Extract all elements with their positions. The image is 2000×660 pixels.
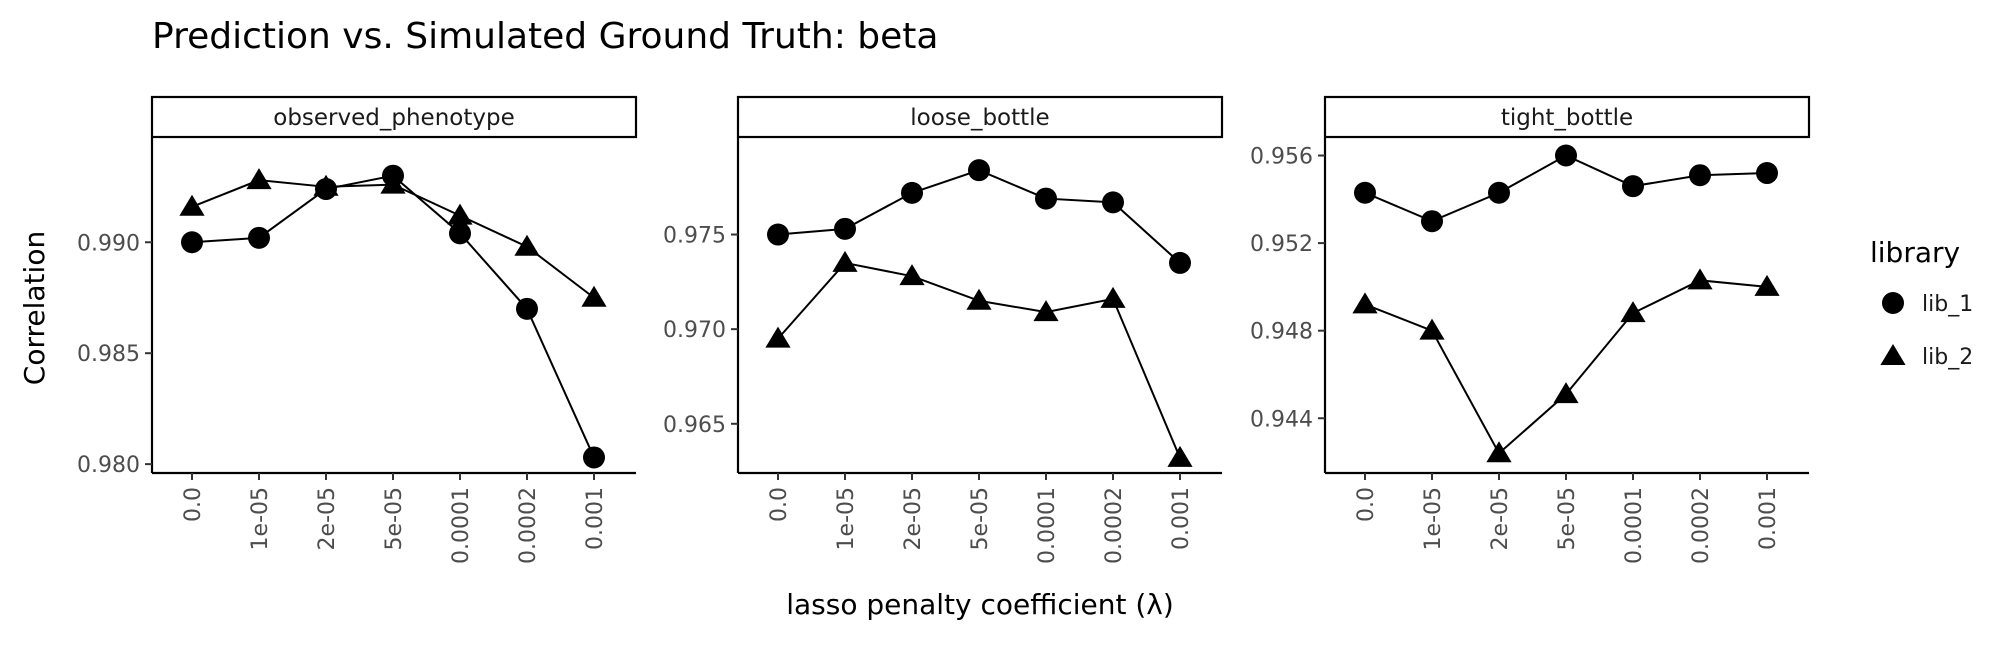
data-point-lib_2 (447, 203, 473, 225)
data-point-lib_1 (449, 222, 471, 245)
data-point-lib_1 (834, 217, 856, 240)
x-tick-label: 0.0002 (1102, 487, 1127, 564)
y-tick-label: 0.956 (1250, 145, 1313, 170)
data-point-lib_2 (1100, 286, 1126, 308)
legend-label-lib_1: lib_1 (1922, 292, 1973, 317)
data-point-lib_2 (1553, 382, 1579, 404)
legend-items: lib_1 lib_2 (1880, 292, 1973, 370)
facet-strip-label: loose_bottle (910, 105, 1049, 131)
x-tick-label: 0.0001 (1622, 487, 1647, 564)
data-point-lib_1 (1354, 181, 1376, 204)
y-tick-label: 0.990 (77, 231, 140, 256)
x-tick-label: 0.0001 (1035, 487, 1060, 564)
data-point-lib_2 (313, 174, 339, 196)
y-tick-label: 0.944 (1250, 407, 1313, 432)
facet-strip (1323, 95, 1811, 139)
data-point-lib_1 (1421, 210, 1443, 233)
data-point-lib_1 (1756, 162, 1778, 185)
data-point-lib_1 (1488, 181, 1510, 204)
x-tick-label: 2e-05 (1488, 487, 1513, 550)
y-tick-label: 0.970 (663, 318, 726, 343)
data-point-lib_1 (1689, 164, 1711, 187)
data-point-lib_2 (1167, 445, 1193, 467)
legend-title: library (1870, 236, 1960, 269)
facet-panels: observed_phenotype 0.980 0.985 0.990 0.0 1e-0… (77, 95, 1811, 564)
panel-loose_bottle: loose_bottle 0.965 0.970 0.975 0.0 1e-05 2e-05… (663, 95, 1224, 564)
data-point-lib_1 (767, 223, 789, 246)
data-point-lib_2 (1620, 301, 1646, 323)
x-tick-label: 5e-05 (968, 487, 993, 550)
panel-observed_phenotype: observed_phenotype 0.980 0.985 0.990 0.0 1e-0… (77, 95, 638, 564)
data-point-lib_2 (514, 234, 540, 256)
data-point-lib_2 (581, 285, 607, 307)
data-point-lib_1 (1102, 191, 1124, 214)
data-point-lib_2 (246, 168, 272, 190)
x-tick-label: 0.0 (181, 487, 206, 522)
data-point-lib_1 (1035, 187, 1057, 210)
x-tick-label: 0.0 (767, 487, 792, 522)
x-tick-label: 5e-05 (382, 487, 407, 550)
y-axis-title: Correlation (18, 231, 51, 385)
facet-strip-label: observed_phenotype (273, 105, 514, 131)
x-tick-label: 0.0002 (1689, 487, 1714, 564)
y-tick-label: 0.948 (1250, 320, 1313, 345)
series-line-lib_1 (777, 169, 1181, 264)
y-tick-label: 0.985 (77, 342, 140, 367)
x-axis-title: lasso penalty coefficient (λ) (786, 588, 1174, 621)
legend-label-lib_2: lib_2 (1922, 345, 1973, 370)
data-point-lib_2 (1033, 300, 1059, 322)
legend-key-lib_1 (1882, 292, 1904, 314)
data-point-lib_1 (248, 226, 270, 249)
data-point-lib_2 (899, 264, 925, 286)
data-point-lib_1 (1622, 175, 1644, 198)
data-point-lib_2 (966, 288, 992, 310)
data-point-lib_1 (1169, 251, 1191, 274)
x-tick-label: 0.0002 (516, 487, 541, 564)
x-tick-label: 0.001 (583, 487, 608, 550)
data-point-lib_1 (181, 231, 203, 254)
data-point-lib_2 (1419, 318, 1445, 340)
data-point-lib_2 (1486, 441, 1512, 463)
y-tick-label: 0.965 (663, 413, 726, 438)
data-point-lib_2 (832, 250, 858, 272)
data-point-lib_1 (1555, 144, 1577, 167)
data-point-lib_1 (516, 297, 538, 320)
legend: library lib_1 lib_2 (1870, 236, 1973, 370)
x-tick-label: 1e-05 (834, 487, 859, 550)
x-tick-label: 0.0 (1354, 487, 1379, 522)
x-tick-label: 2e-05 (901, 487, 926, 550)
facet-strip (736, 95, 1224, 139)
x-tick-label: 2e-05 (315, 487, 340, 550)
legend-key-lib_2 (1880, 344, 1906, 365)
panel-tight_bottle: tight_bottle 0.944 0.948 0.952 0.956 0.0 1e-05… (1250, 95, 1811, 564)
facet-strip-label: tight_bottle (1501, 105, 1633, 131)
data-point-lib_1 (968, 159, 990, 182)
x-tick-label: 0.001 (1169, 487, 1194, 550)
data-point-lib_1 (583, 446, 605, 469)
x-tick-label: 5e-05 (1555, 487, 1580, 550)
data-point-lib_1 (901, 181, 923, 204)
y-tick-label: 0.952 (1250, 232, 1313, 257)
data-point-lib_2 (179, 194, 205, 216)
y-tick-label: 0.975 (663, 224, 726, 249)
data-point-lib_2 (1352, 292, 1378, 314)
series-line-lib_2 (1364, 279, 1768, 455)
x-tick-label: 0.0001 (449, 487, 474, 564)
x-tick-label: 0.001 (1756, 487, 1781, 550)
y-tick-label: 0.980 (77, 453, 140, 478)
data-point-lib_2 (380, 172, 406, 194)
facet-strip (150, 95, 638, 139)
data-point-lib_2 (1754, 274, 1780, 296)
x-tick-label: 1e-05 (248, 487, 273, 550)
chart-title: Prediction vs. Simulated Ground Truth: b… (152, 16, 938, 57)
data-point-lib_2 (765, 326, 791, 348)
data-point-lib_2 (1687, 268, 1713, 290)
x-tick-label: 1e-05 (1421, 487, 1446, 550)
